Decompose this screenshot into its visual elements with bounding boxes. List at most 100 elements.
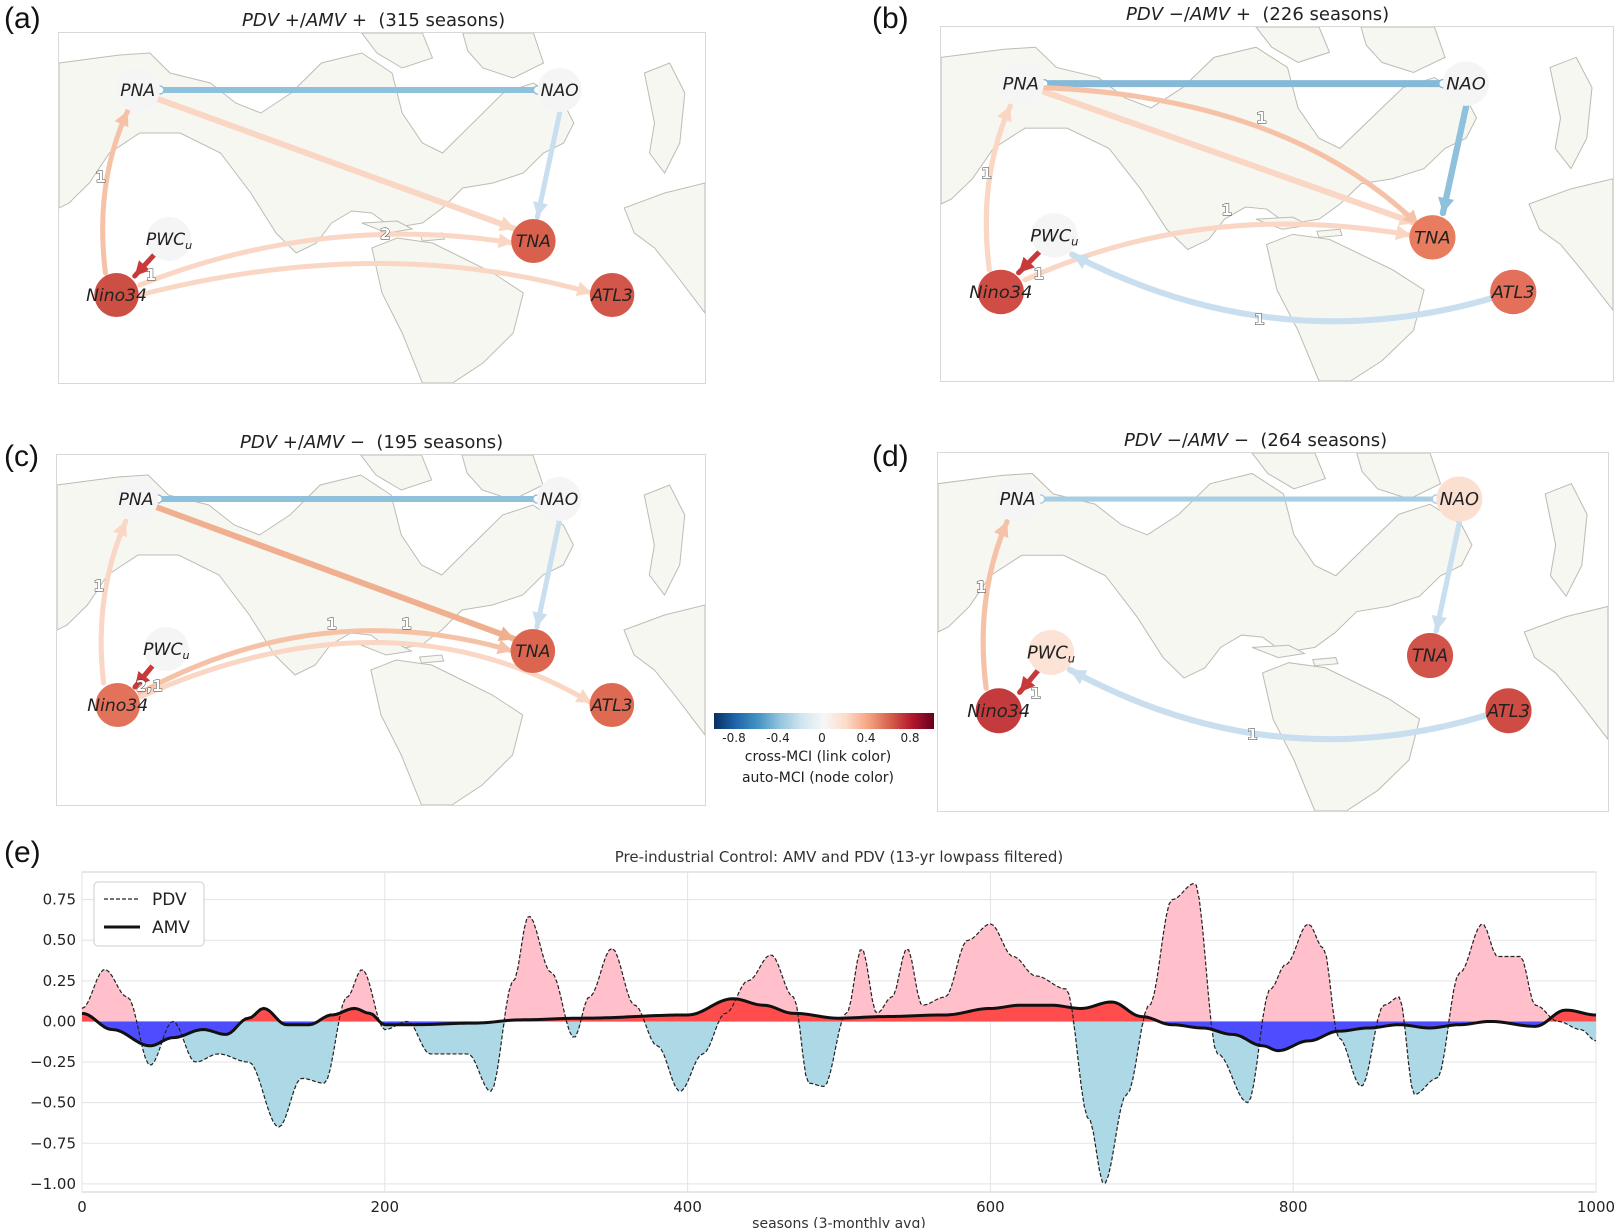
panel-title-b: PDV −/AMV + (226 seasons) [1126, 4, 1390, 25]
x-tick-label: 600 [976, 1198, 1005, 1216]
svg-text:ATL3: ATL3 [590, 696, 633, 716]
panel-title-a: PDV +/AMV + (315 seasons) [242, 10, 506, 31]
svg-text:TNA: TNA [515, 642, 550, 662]
y-tick-label: −0.25 [30, 1053, 76, 1071]
svg-text:PNA: PNA [999, 490, 1035, 510]
link-nino-pna: 1 [95, 108, 131, 276]
link-pna-nao [153, 494, 542, 504]
svg-text:TNA: TNA [1412, 647, 1448, 667]
y-tick-label: −0.50 [30, 1094, 76, 1112]
link-lag-label: 1 [401, 615, 412, 633]
links: 1 1 1 [975, 494, 1491, 744]
title-count: (264 seasons) [1260, 430, 1388, 451]
link-lag-label: 1 [146, 266, 157, 284]
causal-map-c: 1 1 1 2,1 PNA NAO PWCu TNA ATL3 Nino34 [56, 454, 706, 806]
title-amv-sign: − [1233, 430, 1249, 451]
colorbar-tick: 0.4 [856, 731, 876, 745]
y-tick-label: 0.75 [43, 891, 76, 909]
panel-title-d: PDV −/AMV − (264 seasons) [1124, 430, 1388, 451]
colorbar-tick: 0.8 [900, 731, 920, 745]
title-pdv-sign: − [1166, 430, 1182, 451]
link-nao-tna [533, 110, 563, 220]
landmass [57, 455, 705, 805]
node-nao: NAO [537, 68, 582, 112]
legend-amv: AMV [152, 918, 190, 938]
panel-title-c: PDV +/AMV − (195 seasons) [240, 432, 504, 453]
svg-text:PWCu: PWCu [143, 640, 189, 662]
link-atl3-pwc: 1 [1066, 666, 1491, 744]
node-nao: NAO [1442, 61, 1490, 106]
y-tick-label: 0.50 [43, 931, 76, 949]
nodes: PNA NAO PWCu TNA ATL3 Nino34 [86, 68, 635, 317]
colorbar-tick: -0.8 [722, 731, 746, 745]
title-amv-sign: + [1235, 4, 1251, 25]
y-tick-label: 0.00 [43, 1012, 76, 1030]
x-tick-label: 400 [673, 1198, 702, 1216]
link-lag-label: 1 [93, 577, 104, 595]
link-lag-label: 1 [1256, 109, 1267, 127]
link-lag-label: 2 [380, 225, 391, 243]
svg-text:PNA: PNA [1003, 75, 1039, 95]
node-tna: TNA [511, 219, 556, 263]
colorbar-tick: 0 [818, 731, 826, 745]
link-lag-label: 1 [326, 615, 337, 633]
node-nino34: Nino34 [86, 273, 147, 317]
svg-text:PNA: PNA [118, 490, 153, 510]
link-atl3-nino: 1 [1069, 251, 1496, 329]
node-tna: TNA [510, 629, 556, 673]
links: 1 1 1 2,1 [93, 494, 595, 706]
title-count: (226 seasons) [1262, 4, 1390, 25]
node-tna: TNA [1409, 215, 1456, 260]
links: 1 2 1 [95, 85, 595, 298]
title-pdv: PDV [1126, 4, 1164, 25]
link-pna-tna-lag: 1 [1041, 85, 1422, 228]
legend: PDV AMV [93, 881, 205, 947]
link-lag-label: 1 [981, 165, 992, 183]
svg-text:ATL3: ATL3 [1491, 283, 1535, 303]
causal-map-d: 1 1 1 PNA NAO PWCu TNA ATL3 Nino34 [937, 452, 1609, 812]
link-lag-label: 1 [1033, 265, 1044, 283]
title-pdv-sign: + [284, 10, 300, 31]
colorbar-tick: -0.4 [766, 731, 790, 745]
link-nino-pna: 1 [980, 103, 1013, 273]
title-amv: AMV [1189, 4, 1231, 25]
link-pna-tna [154, 96, 519, 232]
link-nino-tna: 1 [137, 615, 516, 696]
title-amv: AMV [1187, 430, 1229, 451]
link-pwc-nino: 1 [132, 251, 158, 284]
node-pna: PNA [115, 68, 160, 112]
title-amv-sign: − [349, 432, 365, 453]
causal-map-b: 1 1 1 1 1 PNA NAO PWCu TNA ATL3 Nino34 [940, 26, 1614, 382]
title-amv: AMV [303, 432, 345, 453]
pdv-line [81, 882, 1597, 1184]
node-pwc: PWCu [143, 627, 190, 671]
links: 1 1 1 1 1 [980, 78, 1496, 329]
x-tick-label: 1000 [1577, 1198, 1615, 1216]
node-atl3: ATL3 [1490, 269, 1537, 315]
node-atl3: ATL3 [589, 683, 635, 727]
node-pwc: PWCu [146, 217, 192, 261]
nodes: PNA NAO PWCu TNA ATL3 Nino34 [969, 61, 1537, 315]
amv-negative-fill [82, 1021, 1596, 1051]
svg-text:TNA: TNA [516, 232, 551, 252]
title-amv-sign: + [351, 10, 367, 31]
node-nino34: Nino34 [967, 688, 1030, 734]
svg-text:PWCu: PWCu [146, 230, 192, 252]
svg-text:ATL3: ATL3 [1486, 702, 1530, 722]
panel-label-d: (d) [872, 440, 909, 473]
svg-text:NAO: NAO [541, 81, 579, 101]
link-pwc-nino: 1 [1016, 247, 1045, 283]
x-tick-label: 200 [370, 1198, 399, 1216]
title-count: (315 seasons) [378, 10, 506, 31]
title-amv: AMV [305, 10, 347, 31]
link-nino-tna: 2 [137, 225, 516, 288]
y-tick-label: −1.00 [30, 1175, 76, 1193]
y-tick-label: 0.25 [43, 972, 76, 990]
svg-text:ATL3: ATL3 [590, 286, 632, 306]
node-tna: TNA [1407, 633, 1454, 679]
link-pna-nao [1038, 78, 1448, 89]
node-pna: PNA [994, 476, 1041, 522]
link-lag-label: 1 [976, 578, 987, 596]
link-lag-label: 2,1 [136, 677, 163, 695]
node-pwc: PWCu [1027, 629, 1075, 675]
